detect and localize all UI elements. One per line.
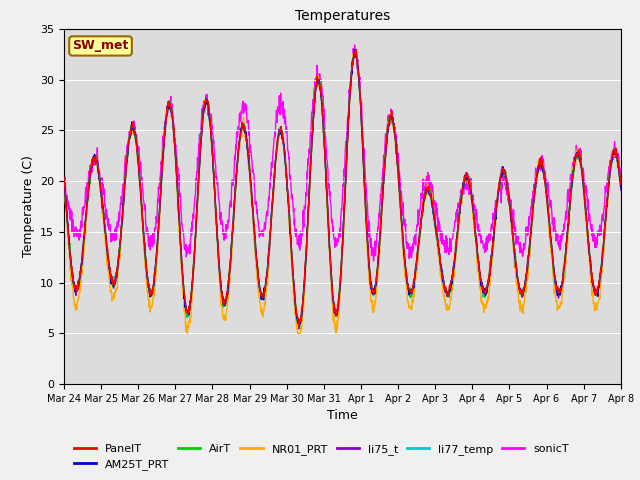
AM25T_PRT [351,47,359,52]
AirT [184,311,191,316]
PanelT [617,182,625,188]
NR01_PRT [429,208,437,214]
AirT [617,185,625,191]
AM25T_PRT [552,281,559,287]
sonicT [552,231,559,237]
sonicT [351,42,358,48]
li75_t [429,208,437,214]
li75_t [184,308,191,314]
AM25T_PRT [246,171,254,177]
PanelT [552,276,559,282]
PanelT [429,206,437,212]
Line: sonicT: sonicT [64,45,621,261]
NR01_PRT [502,179,510,185]
AirT [552,279,559,285]
NR01_PRT [617,184,625,190]
PanelT [184,310,191,316]
li75_t [170,136,178,142]
li75_t [246,174,254,180]
li77_temp [552,279,559,285]
Legend: PanelT, AM25T_PRT, AirT, NR01_PRT, li75_t, li77_temp, sonicT: PanelT, AM25T_PRT, AirT, NR01_PRT, li75_… [70,439,573,475]
AM25T_PRT [60,175,68,181]
PanelT [246,173,254,179]
li77_temp [351,48,358,54]
li77_temp [617,185,625,191]
AM25T_PRT [184,308,191,313]
AM25T_PRT [617,185,625,191]
NR01_PRT [183,330,191,336]
NR01_PRT [246,185,254,191]
Y-axis label: Temperature (C): Temperature (C) [22,156,35,257]
li77_temp [502,179,510,185]
sonicT [246,149,254,155]
li75_t [502,178,510,183]
li75_t [60,177,68,182]
PanelT [502,176,510,181]
NR01_PRT [184,324,192,330]
li77_temp [60,176,68,181]
li75_t [617,187,625,193]
li75_t [350,48,358,54]
AirT [502,175,510,181]
sonicT [429,197,437,203]
sonicT [617,176,625,181]
li77_temp [246,174,254,180]
AirT [60,181,68,187]
AirT [170,139,178,145]
Line: PanelT: PanelT [64,49,621,327]
PanelT [296,324,303,330]
PanelT [60,175,68,180]
AM25T_PRT [296,322,303,328]
li75_t [295,326,303,332]
Line: AirT: AirT [64,52,621,327]
sonicT [184,247,191,252]
NR01_PRT [170,138,178,144]
sonicT [60,168,68,173]
NR01_PRT [60,180,68,185]
PanelT [170,139,178,144]
AirT [296,324,303,330]
li77_temp [296,324,303,330]
Line: li75_t: li75_t [64,51,621,329]
NR01_PRT [351,48,359,53]
li77_temp [184,309,191,314]
Line: li77_temp: li77_temp [64,51,621,327]
AirT [246,176,254,182]
AM25T_PRT [502,174,510,180]
li77_temp [429,210,437,216]
Line: NR01_PRT: NR01_PRT [64,50,621,333]
li75_t [552,282,559,288]
PanelT [352,47,360,52]
sonicT [370,258,378,264]
Text: SW_met: SW_met [72,39,129,52]
AM25T_PRT [170,133,178,139]
sonicT [502,181,510,187]
Line: AM25T_PRT: AM25T_PRT [64,49,621,325]
AM25T_PRT [429,212,437,218]
AirT [351,49,359,55]
AirT [429,210,437,216]
sonicT [170,122,178,128]
X-axis label: Time: Time [327,409,358,422]
li77_temp [170,136,178,142]
NR01_PRT [552,294,559,300]
Title: Temperatures: Temperatures [295,10,390,24]
